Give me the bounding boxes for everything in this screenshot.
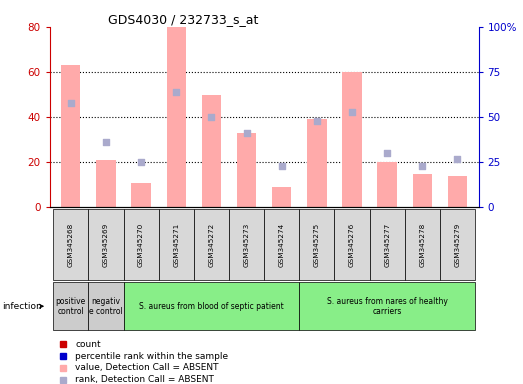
- Point: [66, 99, 75, 106]
- Point: [102, 139, 110, 146]
- Point: [278, 163, 286, 169]
- Point: [348, 109, 356, 115]
- Text: GSM345274: GSM345274: [279, 223, 285, 267]
- Text: GSM345278: GSM345278: [419, 223, 425, 267]
- Bar: [202, 94, 221, 207]
- Bar: [53, 282, 88, 330]
- Bar: [299, 209, 334, 280]
- Bar: [413, 174, 432, 207]
- Text: GSM345270: GSM345270: [138, 223, 144, 267]
- Point: [418, 163, 426, 169]
- Bar: [88, 282, 123, 330]
- Text: GSM345276: GSM345276: [349, 223, 355, 267]
- Text: rank, Detection Call = ABSENT: rank, Detection Call = ABSENT: [75, 375, 214, 384]
- Bar: [370, 209, 405, 280]
- Point: [383, 150, 391, 156]
- Bar: [343, 72, 362, 207]
- Bar: [53, 209, 88, 280]
- Text: GSM345277: GSM345277: [384, 223, 390, 267]
- Bar: [299, 282, 475, 330]
- Point: [172, 89, 180, 95]
- Text: GSM345279: GSM345279: [454, 223, 460, 267]
- Text: percentile rank within the sample: percentile rank within the sample: [75, 352, 229, 361]
- Bar: [194, 209, 229, 280]
- Text: GDS4030 / 232733_s_at: GDS4030 / 232733_s_at: [108, 13, 258, 26]
- Text: S. aureus from blood of septic patient: S. aureus from blood of septic patient: [139, 302, 284, 311]
- Bar: [307, 119, 326, 207]
- Text: positive
control: positive control: [55, 296, 86, 316]
- Point: [242, 130, 251, 136]
- Bar: [440, 209, 475, 280]
- Text: GSM345272: GSM345272: [208, 223, 214, 267]
- Point: [137, 159, 145, 165]
- Bar: [378, 162, 397, 207]
- Bar: [405, 209, 440, 280]
- Point: [453, 156, 462, 162]
- Text: GSM345273: GSM345273: [244, 223, 249, 267]
- Point: [313, 118, 321, 124]
- Bar: [272, 187, 291, 207]
- Text: GSM345275: GSM345275: [314, 223, 320, 267]
- Bar: [237, 133, 256, 207]
- Bar: [88, 209, 123, 280]
- Bar: [123, 209, 158, 280]
- Text: count: count: [75, 340, 101, 349]
- Text: value, Detection Call = ABSENT: value, Detection Call = ABSENT: [75, 363, 219, 372]
- Text: infection: infection: [3, 302, 42, 311]
- Text: GSM345268: GSM345268: [68, 223, 74, 267]
- Bar: [158, 209, 194, 280]
- Text: negativ
e control: negativ e control: [89, 296, 123, 316]
- Bar: [264, 209, 299, 280]
- Bar: [96, 160, 116, 207]
- Bar: [123, 282, 299, 330]
- Bar: [131, 182, 151, 207]
- Text: GSM345271: GSM345271: [173, 223, 179, 267]
- Bar: [334, 209, 370, 280]
- Bar: [61, 65, 81, 207]
- Bar: [229, 209, 264, 280]
- Text: GSM345269: GSM345269: [103, 223, 109, 267]
- Point: [207, 114, 215, 120]
- Bar: [448, 176, 467, 207]
- Bar: [166, 27, 186, 207]
- Text: S. aureus from nares of healthy
carriers: S. aureus from nares of healthy carriers: [327, 296, 448, 316]
